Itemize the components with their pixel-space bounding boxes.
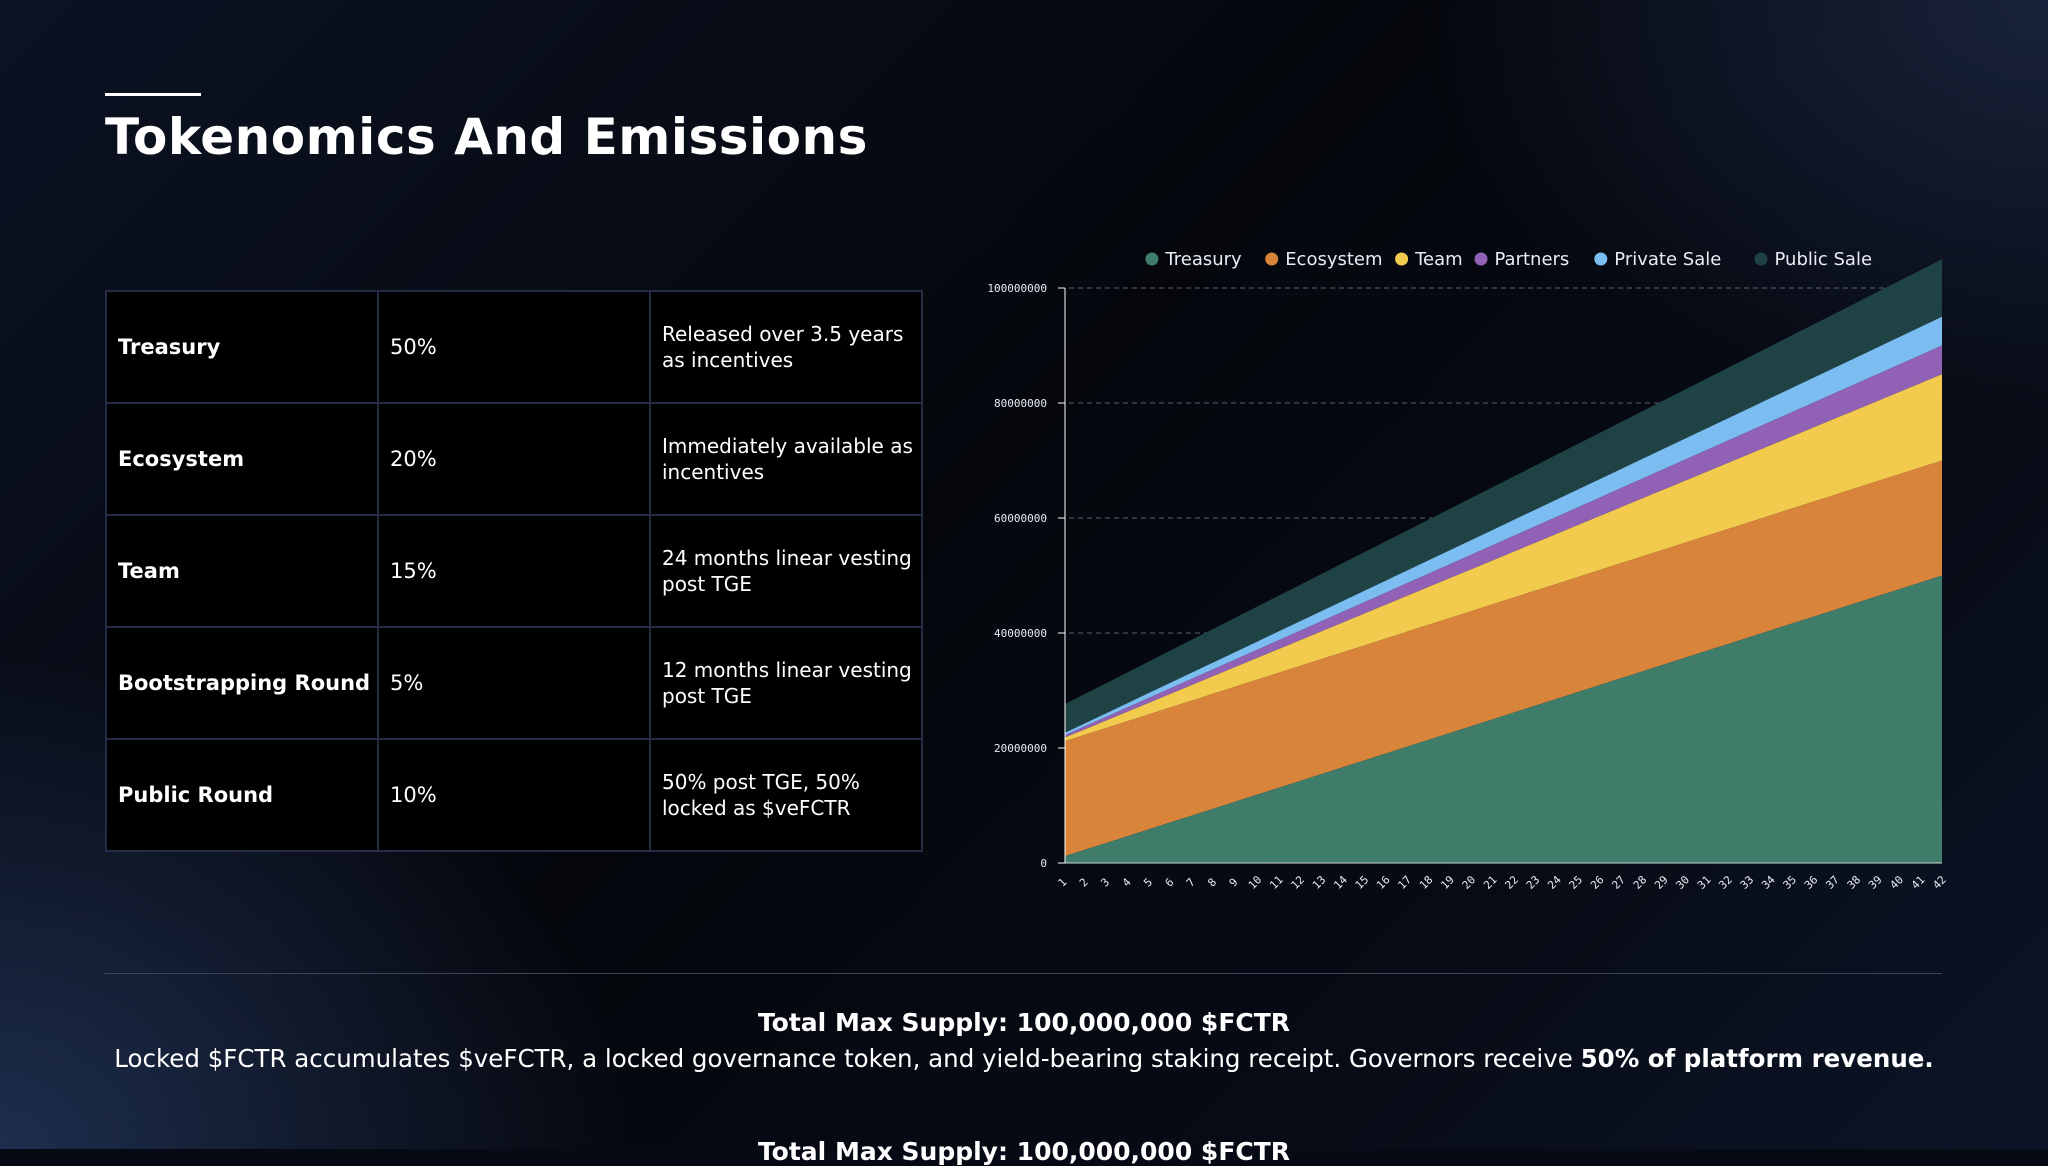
area-public-sale <box>1065 259 1942 733</box>
detail-cell: Immediately available as incentives <box>649 402 923 516</box>
x-tick-label: 3 <box>1098 876 1112 890</box>
x-tick-label: 35 <box>1781 873 1800 892</box>
area-ecosystem <box>1065 460 1942 857</box>
x-tick-label: 14 <box>1331 873 1350 892</box>
legend-swatch <box>1145 252 1159 266</box>
table-row: Bootstrapping Round 5% 12 months linear ve… <box>105 626 923 740</box>
x-tick-label: 27 <box>1609 873 1628 892</box>
x-tick-label: 17 <box>1395 873 1414 892</box>
y-tick-label: 0 <box>1040 857 1047 870</box>
legend-swatch <box>1395 252 1409 266</box>
x-tick-label: 10 <box>1246 873 1265 892</box>
supply-description-bold: 50% of platform revenue. <box>1580 1044 1934 1073</box>
x-tick-label: 26 <box>1588 873 1607 892</box>
legend-swatch <box>1474 252 1488 266</box>
x-tick-label: 22 <box>1502 873 1521 892</box>
legend-label: Treasury <box>1164 249 1242 270</box>
x-tick-label: 36 <box>1802 873 1821 892</box>
detail-cell: Released over 3.5 years as incentives <box>649 290 923 404</box>
x-tick-label: 2 <box>1077 876 1091 890</box>
legend-label: Partners <box>1495 249 1570 270</box>
y-tick-label: 40000000 <box>994 627 1047 640</box>
y-tick-label: 20000000 <box>994 742 1047 755</box>
section-divider <box>105 973 1942 974</box>
percent-cell: 15% <box>377 514 651 628</box>
category-cell: Public Round <box>105 738 379 852</box>
x-tick-label: 4 <box>1120 875 1134 889</box>
x-tick-label: 41 <box>1909 873 1928 892</box>
percent-cell: 5% <box>377 626 651 740</box>
legend-swatch <box>1265 252 1279 266</box>
category-cell: Treasury <box>105 290 379 404</box>
total-supply-heading: Total Max Supply: 100,000,000 $FCTR <box>757 1008 1291 1037</box>
percent-cell: 10% <box>377 738 651 852</box>
x-tick-label: 12 <box>1289 873 1308 892</box>
category-cell: Ecosystem <box>105 402 379 516</box>
x-tick-label: 32 <box>1716 873 1735 892</box>
area-private-sale <box>1065 316 1942 736</box>
y-tick-label: 80000000 <box>994 397 1047 410</box>
legend-label: Ecosystem <box>1285 249 1382 270</box>
x-tick-label: 28 <box>1631 873 1650 892</box>
x-tick-label: 18 <box>1417 873 1436 892</box>
table-row: Treasury 50% Released over 3.5 years as in… <box>105 290 923 404</box>
y-tick-label: 60000000 <box>994 512 1047 525</box>
y-tick-label: 100000000 <box>987 282 1047 295</box>
x-tick-label: 42 <box>1930 873 1949 892</box>
x-tick-label: 38 <box>1845 873 1864 892</box>
percent-cell: 20% <box>377 402 651 516</box>
x-tick-label: 11 <box>1267 873 1286 892</box>
x-tick-label: 16 <box>1374 873 1393 892</box>
x-tick-label: 39 <box>1866 873 1885 892</box>
x-tick-label: 13 <box>1310 873 1329 892</box>
x-tick-label: 21 <box>1481 873 1500 892</box>
x-tick-label: 20 <box>1460 873 1479 892</box>
area-treasury <box>1065 575 1942 863</box>
table-row: Ecosystem 20% Immediately available as inc… <box>105 402 923 516</box>
x-tick-label: 9 <box>1227 876 1241 890</box>
x-tick-label: 33 <box>1738 873 1757 892</box>
x-tick-label: 24 <box>1545 873 1564 892</box>
x-tick-label: 6 <box>1163 876 1177 890</box>
supply-description: Locked $FCTR accumulates $veFCTR, a lock… <box>0 1044 2048 1073</box>
x-tick-label: 37 <box>1823 873 1842 892</box>
x-tick-label: 40 <box>1887 873 1906 892</box>
supply-description-text: Locked $FCTR accumulates $veFCTR, a lock… <box>114 1044 1581 1073</box>
x-tick-label: 34 <box>1759 873 1778 892</box>
x-tick-label: 15 <box>1353 873 1372 892</box>
detail-cell: 50% post TGE, 50% locked as $veFCTR <box>649 738 923 852</box>
category-cell: Team <box>105 514 379 628</box>
area-partners <box>1065 345 1942 738</box>
x-tick-label: 25 <box>1567 873 1586 892</box>
detail-cell: 24 months linear vesting post TGE <box>649 514 923 628</box>
table-row: Public Round 10% 50% post TGE, 50% locked … <box>105 738 923 852</box>
allocation-table: Treasury 50% Released over 3.5 years as in… <box>105 290 923 852</box>
legend-swatch <box>1754 252 1768 266</box>
x-tick-label: 1 <box>1056 876 1070 890</box>
allocation-table-body: Treasury 50% Released over 3.5 years as in… <box>105 290 923 852</box>
x-tick-label: 23 <box>1524 873 1543 892</box>
x-tick-label: 30 <box>1674 873 1693 892</box>
page-title: Tokenomics And Emissions <box>105 108 868 166</box>
table-row: Team 15% 24 months linear vesting post TGE <box>105 514 923 628</box>
x-tick-label: 7 <box>1184 876 1198 890</box>
x-tick-label: 31 <box>1695 873 1714 892</box>
detail-cell: 12 months linear vesting post TGE <box>649 626 923 740</box>
area-team <box>1065 374 1942 742</box>
legend-label: Public Sale <box>1775 249 1873 270</box>
category-cell: Bootstrapping Round <box>105 626 379 740</box>
total-supply-heading-repeat: Total Max Supply: 100,000,000 $FCTR <box>757 1137 1291 1166</box>
legend-label: Private Sale <box>1614 249 1721 270</box>
x-tick-label: 19 <box>1438 873 1457 892</box>
percent-cell: 50% <box>377 290 651 404</box>
legend-label: Team <box>1414 249 1463 270</box>
x-tick-label: 8 <box>1205 876 1219 890</box>
x-tick-label: 5 <box>1141 876 1155 890</box>
x-tick-label: 29 <box>1652 873 1671 892</box>
legend-swatch <box>1594 252 1608 266</box>
title-accent-line <box>105 93 201 96</box>
emissions-chart: 0 20000000 40000000 60000000 80000000 1000000… <box>987 249 1949 892</box>
